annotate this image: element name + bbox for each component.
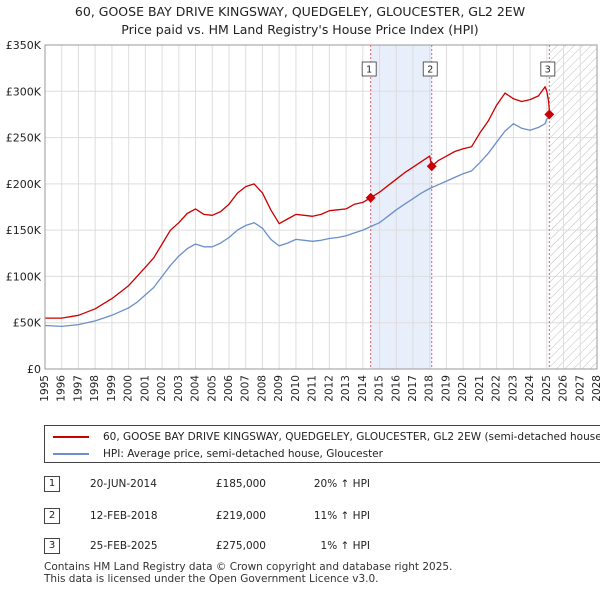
sale-point (365, 192, 376, 203)
x-tick-label: 2009 (273, 375, 285, 402)
x-tick-label: 2008 (256, 375, 268, 402)
sale-point (544, 109, 555, 120)
x-tick-label: 2014 (357, 375, 369, 402)
plot-area (45, 45, 597, 369)
sale-label-number: 1 (366, 65, 372, 76)
x-tick-label: 1997 (72, 375, 84, 402)
legend: 60, GOOSE BAY DRIVE KINGSWAY, QUEDGELEY,… (44, 425, 600, 463)
sale-price: £219,000 (215, 510, 266, 522)
sale-label-box (422, 61, 438, 77)
sale-hpi-change: 11% ↑ HPI (313, 510, 370, 522)
legend-item-hpi: HPI: Average price, semi-detached house,… (53, 445, 383, 462)
legend-swatch-hpi (53, 453, 89, 455)
y-tick-label: £50K (13, 317, 42, 330)
x-tick-label: 2024 (524, 375, 536, 402)
chart-subtitle: Price paid vs. HM Land Registry's House … (121, 22, 479, 37)
sale-number-badge: 1 (44, 476, 60, 492)
x-tick-label: 2027 (574, 375, 586, 402)
x-tick-label: 2025 (541, 375, 553, 402)
x-tick-label: 2015 (374, 375, 386, 402)
sale-label-box (361, 61, 377, 77)
plot-border (44, 44, 598, 370)
sale-label-number: 2 (427, 65, 433, 76)
x-tick-label: 2007 (240, 375, 252, 402)
property-price-line (45, 86, 551, 319)
legend-item-property: 60, GOOSE BAY DRIVE KINGSWAY, QUEDGELEY,… (53, 428, 600, 446)
y-tick-label: £200K (6, 178, 42, 191)
sale-number-badge: 3 (44, 538, 60, 554)
x-tick-label: 2020 (457, 375, 469, 402)
x-tick-label: 2026 (558, 375, 570, 402)
sale-row: 3 25-FEB-2025 £275,000 1% ↑ HPI (44, 538, 600, 556)
x-tick-label: 2016 (390, 375, 402, 402)
legend-label-property: 60, GOOSE BAY DRIVE KINGSWAY, QUEDGELEY,… (103, 431, 600, 443)
legend-label-hpi: HPI: Average price, semi-detached house,… (103, 448, 383, 460)
sale-number-badge: 2 (44, 508, 60, 524)
x-tick-label: 1999 (106, 375, 118, 402)
x-tick-label: 2004 (190, 375, 202, 402)
forecast-hatch-region (550, 45, 597, 369)
x-tick-label: 2006 (223, 375, 235, 402)
legend-swatch-property (53, 436, 89, 438)
sale-price: £275,000 (215, 540, 266, 552)
x-tick-label: 2001 (139, 375, 151, 402)
x-tick-label: 2012 (323, 375, 335, 402)
price-chart: £0 £50K £100K £150K £200K £250K £300K £350K 1995… (6, 39, 600, 402)
sale-row: 2 12-FEB-2018 £219,000 11% ↑ HPI (44, 508, 600, 526)
sale-label-number: 3 (545, 65, 551, 76)
x-tick-label: 2005 (206, 375, 218, 402)
x-tick-label: 2010 (290, 375, 302, 402)
y-tick-label: £250K (6, 132, 42, 145)
x-tick-label: 2021 (474, 375, 486, 402)
footer-licence: This data is licensed under the Open Gov… (44, 573, 379, 585)
y-tick-label: £0 (27, 363, 41, 376)
hpi-line (44, 116, 551, 328)
sale-price: £185,000 (215, 478, 266, 490)
y-tick-label: £150K (6, 224, 42, 237)
sale-hpi-change: 1% ↑ HPI (320, 540, 370, 552)
footer-copyright: Contains HM Land Registry data © Crown c… (44, 561, 453, 573)
x-tick-label: 2028 (591, 375, 600, 402)
sale-label-box (540, 61, 556, 77)
sale-date: 12-FEB-2018 (90, 510, 158, 522)
sale-hpi-change: 20% ↑ HPI (313, 478, 370, 490)
y-tick-label: £100K (6, 270, 42, 283)
x-tick-label: 1996 (56, 375, 68, 402)
x-tick-label: 1995 (39, 375, 51, 402)
x-tick-label: 2013 (340, 375, 352, 402)
sale-point (426, 161, 437, 172)
x-tick-label: 2022 (491, 375, 503, 402)
sale-date: 25-FEB-2025 (90, 540, 158, 552)
x-tick-label: 2017 (407, 375, 419, 402)
x-tick-label: 1998 (89, 375, 101, 402)
x-tick-label: 2019 (440, 375, 452, 402)
sale-row: 1 20-JUN-2014 £185,000 20% ↑ HPI (44, 476, 600, 494)
y-tick-label: £300K (6, 85, 42, 98)
x-tick-label: 2002 (156, 375, 168, 402)
chart-title: 60, GOOSE BAY DRIVE KINGSWAY, QUEDGELEY,… (74, 4, 526, 19)
x-tick-label: 2018 (424, 375, 436, 402)
x-tick-label: 2000 (123, 375, 135, 402)
x-tick-label: 2023 (507, 375, 519, 402)
y-tick-label: £350K (6, 39, 42, 52)
x-tick-label: 2011 (307, 375, 319, 402)
x-tick-label: 2003 (173, 375, 185, 402)
sale-date: 20-JUN-2014 (90, 478, 157, 490)
